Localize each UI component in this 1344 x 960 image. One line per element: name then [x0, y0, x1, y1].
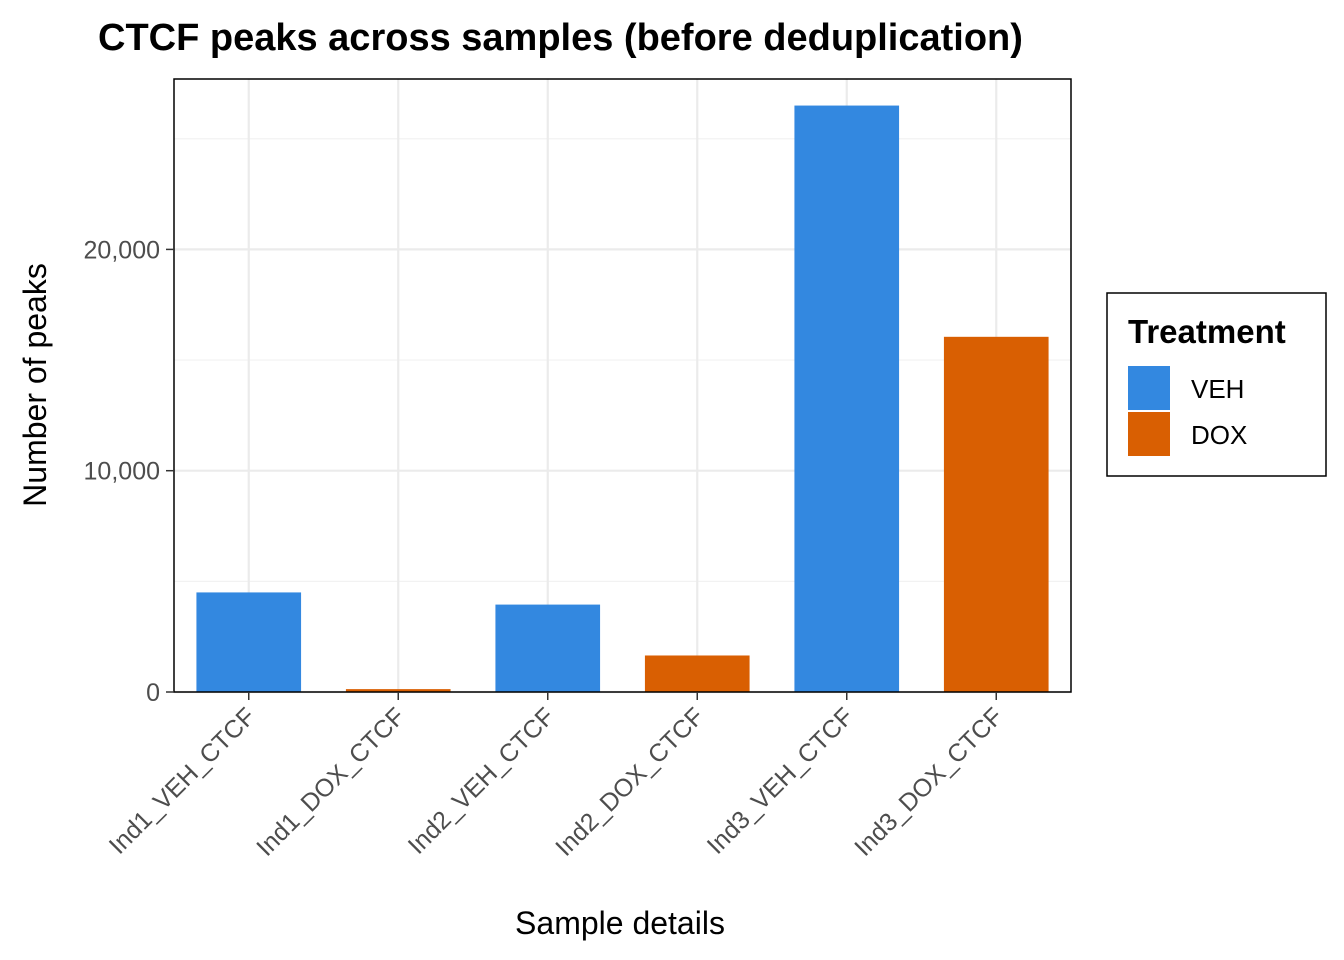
- y-tick-label: 20,000: [84, 236, 160, 264]
- y-axis: 0 10,000 20,000: [84, 236, 174, 707]
- x-tick-label: Ind2_VEH_CTCF: [403, 702, 560, 859]
- x-axis: Ind1_VEH_CTCFInd1_DOX_CTCFInd2_VEH_CTCFI…: [104, 692, 1008, 862]
- legend-label-dox: DOX: [1191, 420, 1247, 450]
- bar-ind1-dox-ctcf: [345, 689, 451, 692]
- bar-ind3-dox-ctcf: [943, 336, 1049, 692]
- x-axis-title: Sample details: [515, 905, 725, 941]
- legend-entries: VEH DOX: [1128, 366, 1247, 456]
- plot-border: [173, 78, 1072, 693]
- plot-panel: [173, 78, 1072, 694]
- y-axis-title: Number of peaks: [17, 263, 53, 507]
- bars: [196, 105, 1049, 692]
- bar-ind1-veh-ctcf: [196, 592, 302, 692]
- x-tick-label: Ind3_DOX_CTCF: [849, 702, 1008, 861]
- bar-ind3-veh-ctcf: [794, 105, 900, 692]
- bar-ind2-dox-ctcf: [644, 655, 750, 692]
- x-tick-label: Ind1_DOX_CTCF: [251, 702, 410, 861]
- chart-title: CTCF peaks across samples (before dedupl…: [98, 17, 1023, 59]
- x-tick-label: Ind3_VEH_CTCF: [702, 702, 859, 859]
- legend: Treatment VEH DOX: [1106, 292, 1327, 477]
- y-tick-label: 10,000: [84, 458, 160, 486]
- x-tick-label: Ind2_DOX_CTCF: [550, 702, 709, 861]
- plot-background: [174, 79, 1071, 692]
- legend-swatch-veh: [1128, 366, 1170, 410]
- legend-label-veh: VEH: [1191, 374, 1244, 404]
- legend-title: Treatment: [1128, 313, 1286, 350]
- y-tick-label: 0: [146, 679, 160, 707]
- x-tick-label: Ind1_VEH_CTCF: [104, 702, 261, 859]
- bar-ind2-veh-ctcf: [495, 604, 601, 692]
- legend-swatch-dox: [1128, 412, 1170, 456]
